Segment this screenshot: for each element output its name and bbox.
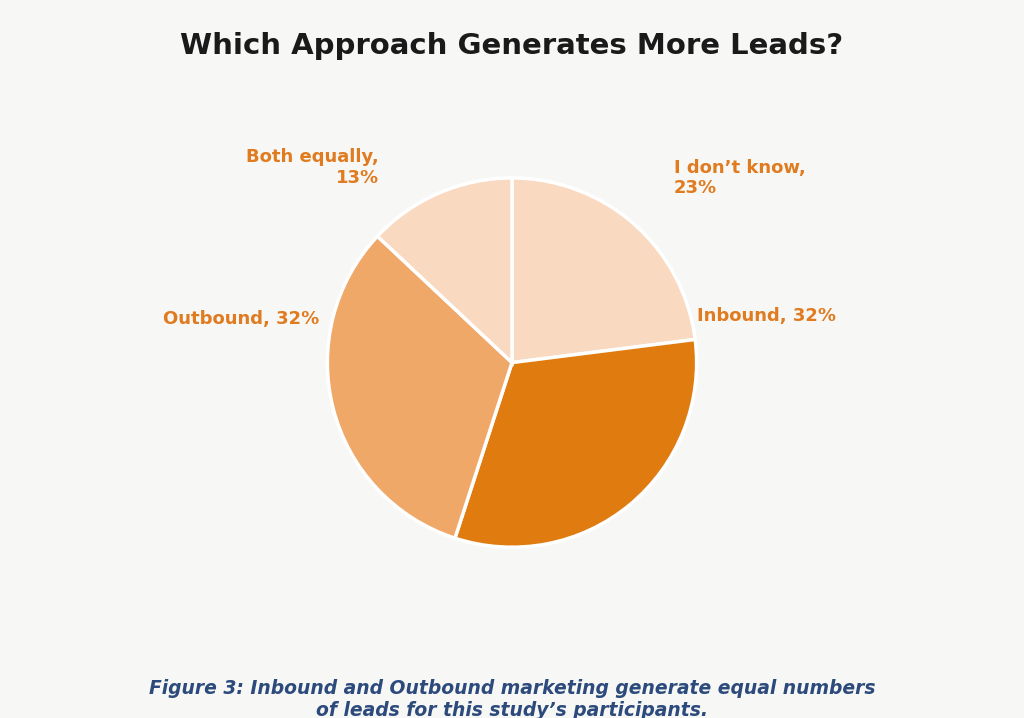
Wedge shape bbox=[512, 178, 695, 363]
Text: Which Approach Generates More Leads?: Which Approach Generates More Leads? bbox=[180, 32, 844, 60]
Text: Inbound, 32%: Inbound, 32% bbox=[696, 307, 836, 325]
Text: I don’t know,
23%: I don’t know, 23% bbox=[674, 159, 805, 197]
Text: Figure 3: Inbound and Outbound marketing generate equal numbers
of leads for thi: Figure 3: Inbound and Outbound marketing… bbox=[148, 679, 876, 718]
Wedge shape bbox=[328, 236, 512, 538]
Wedge shape bbox=[378, 178, 512, 363]
Text: Outbound, 32%: Outbound, 32% bbox=[164, 310, 319, 328]
Wedge shape bbox=[455, 340, 696, 547]
Text: Both equally,
13%: Both equally, 13% bbox=[246, 149, 379, 187]
